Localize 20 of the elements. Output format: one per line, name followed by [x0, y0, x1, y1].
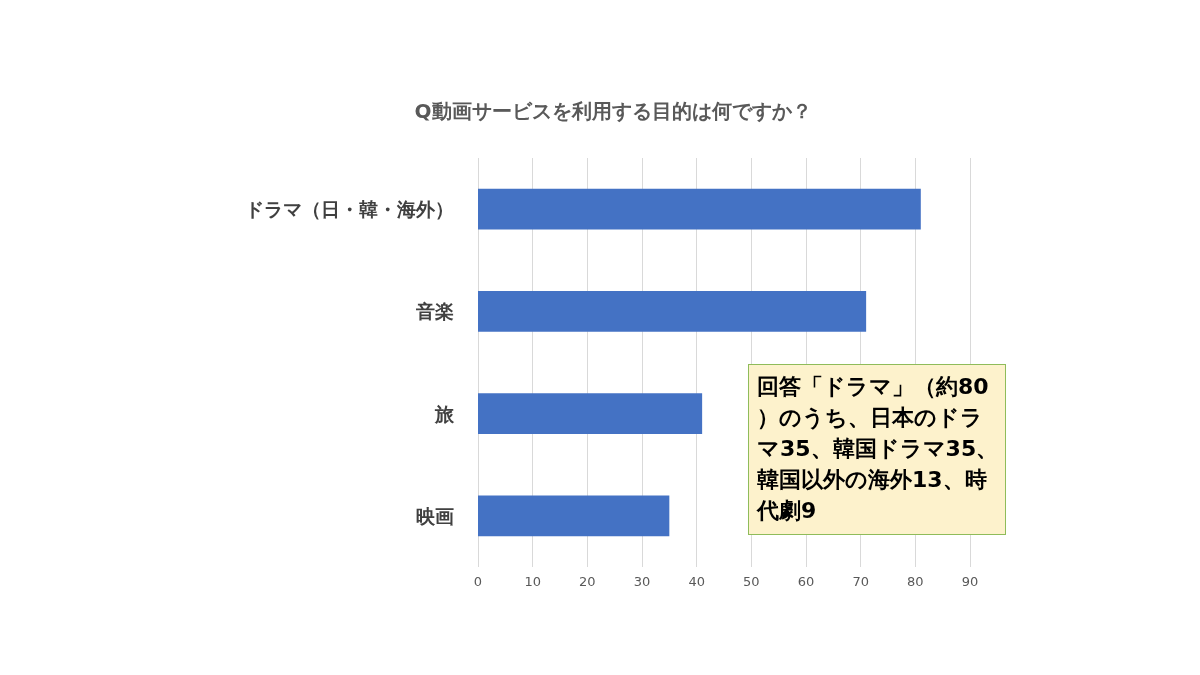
chart-title: Q動画サービスを利用する目的は何ですか？: [414, 99, 812, 123]
x-tick-label: 0: [473, 574, 483, 589]
x-tick-label: 10: [524, 574, 541, 589]
y-tick-label: 映画: [416, 504, 454, 527]
x-tick-label: 60: [797, 574, 815, 589]
x-tick-label: 20: [579, 574, 596, 589]
x-tick-label: 30: [633, 574, 651, 589]
bar: [478, 495, 670, 537]
y-tick-label: ドラマ（日・韓・海外）: [245, 198, 454, 221]
x-tick-label: 70: [852, 574, 869, 589]
x-tick-label: 40: [688, 574, 705, 589]
y-tick-label: 音楽: [415, 300, 454, 323]
x-tick-label: 80: [907, 574, 924, 589]
bar: [478, 188, 921, 230]
annotation: 回答「ドラマ」（約80）のうち、日本のドラマ35、韓国ドラマ35、韓国以外の海外13、時代劇9: [756, 374, 999, 523]
bar: [478, 290, 867, 332]
x-tick-label: 90: [961, 574, 979, 589]
y-tick-label: 旅: [434, 402, 455, 425]
x-tick-label: 50: [743, 574, 760, 589]
bar: [478, 393, 703, 435]
